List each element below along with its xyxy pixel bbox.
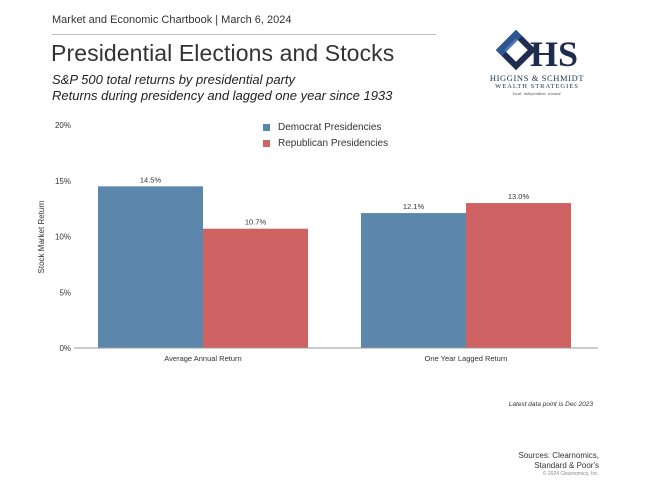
copyright: © 2024 Clearnomics, Inc. (542, 471, 599, 477)
logo-monogram: HS (530, 34, 578, 74)
bar-democrat-0 (98, 186, 203, 348)
legend-item-republican: Republican Presidencies (263, 136, 388, 151)
category-label: One Year Lagged Return (425, 354, 508, 363)
category-labels-group: Average Annual Return One Year Lagged Ret… (164, 354, 507, 363)
bar-labels-group: 14.5% 10.7% 12.1% 13.0% (140, 175, 530, 226)
bar-democrat-1 (361, 213, 466, 348)
legend-swatch-republican (263, 140, 270, 147)
sources-line-2: Standard & Poor's (534, 461, 599, 470)
chartbook-header: Market and Economic Chartbook | March 6,… (52, 14, 292, 26)
bar-value-label: 14.5% (140, 175, 162, 184)
y-tick-label: 5% (59, 288, 71, 297)
y-tick-label: 10% (55, 233, 71, 242)
y-axis-ticks: 0% 5% 10% 15% 20% (55, 121, 71, 353)
sources-line-1: Sources: Clearnomics, (518, 451, 599, 460)
logo-name: HIGGINS & SCHMIDT (489, 73, 585, 83)
bar-value-label: 12.1% (403, 202, 425, 211)
bar-republican-1 (466, 203, 571, 348)
legend-item-democrat: Democrat Presidencies (263, 120, 388, 135)
logo-tagline: local. independent. trusted. (512, 91, 562, 96)
company-logo: HS (495, 29, 578, 74)
header-rule (52, 34, 436, 35)
y-tick-label: 20% (55, 121, 71, 130)
subtitle-line-2: Returns during presidency and lagged one… (52, 88, 393, 103)
y-tick-label: 15% (55, 177, 71, 186)
legend-swatch-democrat (263, 124, 270, 131)
bar-republican-0 (203, 228, 308, 348)
bars-group (98, 186, 571, 348)
legend-label-democrat: Democrat Presidencies (278, 122, 382, 133)
logo-subtitle: WEALTH STRATEGIES (495, 83, 579, 90)
bar-value-label: 13.0% (508, 192, 530, 201)
page-title: Presidential Elections and Stocks (51, 40, 395, 66)
legend: Democrat Presidencies Republican Preside… (263, 120, 388, 152)
sources: Sources: Clearnomics, Standard & Poor's (519, 451, 599, 471)
y-axis-label: Stock Market Return (37, 201, 46, 274)
logo-diamond-icon (495, 29, 537, 71)
bar-value-label: 10.7% (245, 218, 267, 227)
legend-label-republican: Republican Presidencies (278, 138, 389, 149)
category-label: Average Annual Return (164, 354, 241, 363)
subtitle: S&P 500 total returns by presidential pa… (52, 72, 392, 104)
subtitle-line-1: S&P 500 total returns by presidential pa… (52, 72, 296, 87)
y-tick-label: 0% (59, 344, 71, 353)
latest-data-note: Latest data point is Dec 2023 (508, 401, 593, 408)
